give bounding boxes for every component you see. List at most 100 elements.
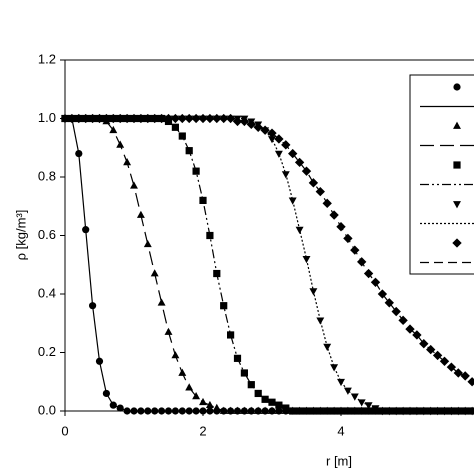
legend-marker bbox=[453, 201, 461, 209]
data-point bbox=[198, 113, 208, 124]
data-point bbox=[433, 408, 442, 416]
data-point bbox=[240, 406, 249, 414]
data-point bbox=[123, 158, 132, 166]
data-point bbox=[94, 113, 105, 124]
data-point bbox=[226, 406, 235, 414]
data-point bbox=[267, 128, 277, 138]
data-point bbox=[454, 408, 463, 416]
data-point bbox=[446, 362, 457, 372]
data-point bbox=[108, 113, 118, 124]
data-point bbox=[206, 231, 214, 240]
data-point bbox=[144, 407, 152, 415]
data-point bbox=[309, 288, 318, 296]
data-point bbox=[227, 331, 235, 339]
data-point bbox=[143, 239, 152, 248]
data-point bbox=[302, 407, 311, 415]
data-point bbox=[440, 408, 449, 416]
data-point bbox=[143, 113, 153, 124]
data-point bbox=[220, 302, 228, 310]
data-point bbox=[357, 399, 366, 407]
legend-marker bbox=[453, 121, 461, 129]
data-point bbox=[330, 407, 338, 415]
data-point bbox=[87, 113, 98, 124]
data-point bbox=[308, 178, 319, 188]
data-point bbox=[268, 406, 276, 414]
data-point bbox=[294, 157, 305, 168]
data-point bbox=[136, 210, 145, 218]
data-point bbox=[384, 298, 394, 308]
data-point bbox=[95, 357, 104, 365]
data-point bbox=[253, 122, 263, 132]
data-point bbox=[405, 324, 415, 334]
legend-marker bbox=[453, 161, 461, 169]
data-point bbox=[350, 245, 360, 255]
data-point bbox=[102, 389, 110, 398]
data-point bbox=[150, 269, 159, 277]
data-point bbox=[171, 351, 180, 359]
data-point bbox=[192, 407, 200, 415]
data-point bbox=[426, 344, 436, 355]
data-point bbox=[343, 233, 353, 244]
data-point bbox=[370, 277, 381, 287]
data-point bbox=[301, 166, 312, 176]
data-point bbox=[157, 298, 166, 306]
data-point bbox=[412, 408, 421, 416]
data-point bbox=[122, 113, 132, 124]
data-point bbox=[316, 317, 325, 325]
data-point bbox=[185, 147, 193, 155]
data-point bbox=[439, 356, 450, 366]
data-point bbox=[453, 368, 463, 378]
data-point bbox=[343, 387, 352, 395]
data-point bbox=[178, 407, 186, 415]
data-point bbox=[239, 116, 250, 127]
data-point bbox=[247, 406, 256, 414]
data-point bbox=[101, 113, 112, 124]
data-point bbox=[289, 407, 297, 415]
data-point bbox=[151, 407, 159, 415]
data-point bbox=[240, 369, 248, 377]
data-point bbox=[254, 406, 263, 414]
data-point bbox=[246, 119, 256, 130]
data-point bbox=[447, 408, 456, 416]
y-tick-label: 1.0 bbox=[38, 110, 56, 125]
data-point bbox=[75, 150, 83, 158]
data-point bbox=[123, 407, 131, 415]
data-point bbox=[398, 315, 408, 326]
data-point bbox=[81, 113, 91, 124]
y-tick-label: 0.6 bbox=[38, 227, 56, 242]
data-point bbox=[191, 113, 201, 124]
data-point bbox=[419, 339, 429, 349]
data-point bbox=[357, 257, 367, 267]
data-point bbox=[136, 113, 146, 124]
data-point bbox=[109, 125, 118, 134]
data-point bbox=[184, 113, 194, 124]
data-point bbox=[213, 269, 221, 278]
data-point bbox=[150, 113, 160, 124]
data-point bbox=[233, 354, 242, 362]
data-point bbox=[170, 113, 181, 124]
data-point bbox=[60, 113, 70, 124]
data-point bbox=[199, 196, 207, 204]
y-tick-label: 0.0 bbox=[38, 402, 56, 417]
data-point bbox=[219, 113, 229, 124]
data-point bbox=[274, 406, 283, 414]
data-point bbox=[89, 302, 97, 310]
data-point bbox=[225, 113, 236, 124]
y-tick-label: 0.8 bbox=[38, 168, 56, 183]
data-point bbox=[295, 226, 304, 234]
data-point bbox=[282, 404, 290, 412]
data-point bbox=[344, 407, 352, 415]
data-point bbox=[130, 181, 138, 189]
data-point bbox=[156, 113, 167, 124]
data-point bbox=[261, 406, 270, 414]
data-point bbox=[164, 407, 173, 415]
data-point bbox=[137, 407, 145, 415]
x-tick-label: 4 bbox=[337, 423, 344, 438]
data-point bbox=[288, 197, 297, 205]
data-point bbox=[171, 407, 179, 415]
data-point bbox=[315, 186, 325, 197]
x-tick-label: 0 bbox=[61, 423, 68, 438]
data-point bbox=[205, 113, 215, 124]
data-point bbox=[460, 371, 470, 381]
